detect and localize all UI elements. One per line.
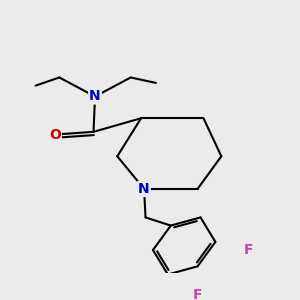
Text: O: O xyxy=(49,128,61,142)
Text: N: N xyxy=(138,182,150,196)
Text: F: F xyxy=(193,288,202,300)
Text: N: N xyxy=(89,89,101,103)
Text: F: F xyxy=(243,243,253,257)
